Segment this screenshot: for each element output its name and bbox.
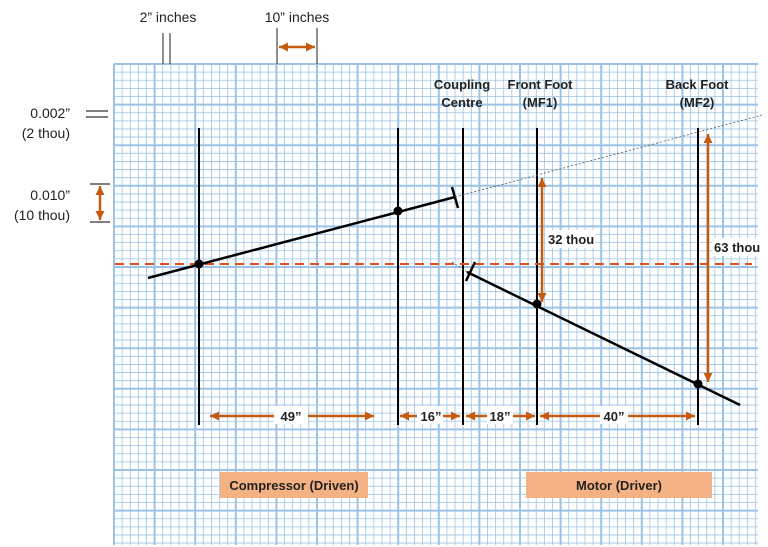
back-foot-label-1: Back Foot <box>666 77 730 92</box>
compressor-box <box>220 472 368 498</box>
front-foot-offset-arrow <box>537 178 547 302</box>
compressor-coupling-tick <box>450 186 460 209</box>
motor-label: Motor (Driver) <box>576 478 662 493</box>
motor-shaft-extension <box>451 261 468 273</box>
back-foot-offset-bg <box>712 238 762 256</box>
coupling-label-2: Centre <box>441 95 482 110</box>
arrow-head <box>537 293 547 302</box>
back-foot-offset-arrow <box>703 134 713 382</box>
grid-background <box>114 64 758 545</box>
arrow-head <box>95 211 105 220</box>
arrow-head <box>537 178 547 187</box>
arrow-head <box>451 411 460 421</box>
arrow-head <box>400 411 409 421</box>
distance-bg <box>417 406 443 424</box>
graph-paper-grid <box>113 63 758 545</box>
ten-inch-label: 10” inches <box>265 9 330 25</box>
distance-label-49: 49” <box>281 409 302 424</box>
large-scale-arrow <box>95 186 105 220</box>
front-foot-label-1: Front Foot <box>508 77 574 92</box>
arrow-head <box>365 411 374 421</box>
coupling-label-1: Coupling <box>434 77 490 92</box>
arrow-head <box>306 42 315 52</box>
arrow-head <box>686 411 695 421</box>
motor-box <box>526 472 712 498</box>
arrow-head <box>466 411 475 421</box>
compressor-point <box>194 259 204 269</box>
front-foot-offset-label: 32 thou <box>548 232 594 247</box>
small-scale-value: 0.002” <box>30 105 70 121</box>
front-foot-point <box>532 299 542 309</box>
two-inch-label: 2” inches <box>140 9 197 25</box>
compressor-label: Compressor (Driven) <box>229 478 358 493</box>
back-foot-point <box>693 379 703 389</box>
front-foot-label-2: (MF1) <box>523 95 558 110</box>
arrow-head <box>540 411 549 421</box>
distance-bg <box>274 406 308 424</box>
small-scale-thou: (2 thou) <box>22 125 70 141</box>
distance-bg <box>487 406 513 424</box>
arrow-head <box>210 411 219 421</box>
compressor-shaft-extension <box>454 114 763 198</box>
arrow-head <box>703 373 713 382</box>
back-foot-label-2: (MF2) <box>680 95 715 110</box>
back-foot-offset-label: 63 thou <box>714 240 760 255</box>
front-foot-offset-bg <box>545 230 595 248</box>
large-scale-value: 0.010” <box>30 187 70 203</box>
large-scale-thou: (10 thou) <box>14 207 70 223</box>
arrow-head <box>279 42 288 52</box>
ten-inch-arrow <box>279 42 315 52</box>
distance-bg <box>600 406 628 424</box>
arrow-head <box>526 411 535 421</box>
arrow-head <box>703 134 713 143</box>
distance-label-40: 40” <box>604 409 625 424</box>
compressor-point <box>393 206 403 216</box>
distance-label-16: 16” <box>421 409 442 424</box>
motor-coupling-tick <box>464 261 477 282</box>
arrow-head <box>95 186 105 195</box>
distance-label-18: 18” <box>490 409 511 424</box>
